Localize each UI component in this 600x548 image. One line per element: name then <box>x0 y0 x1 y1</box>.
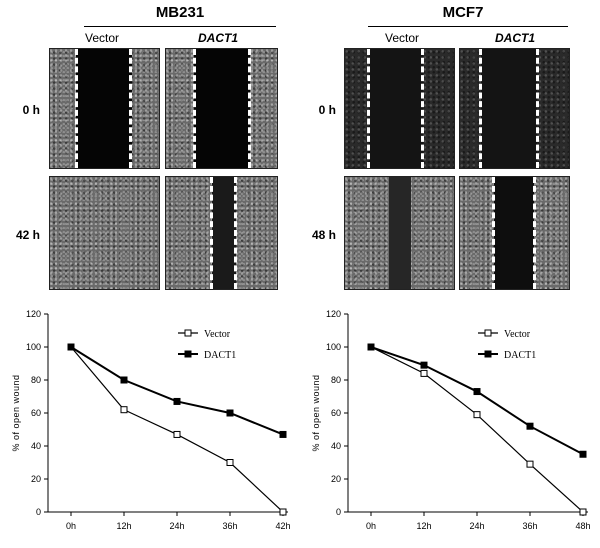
y-tick-label: 60 <box>331 408 341 418</box>
line-chart-mb231: 0 20 40 60 80 100 120 0h 12h 24h 36h 42h % of open w… <box>11 309 291 531</box>
micrograph-mcf7-dact1-48h <box>459 176 570 290</box>
x-tick-label: 48h <box>575 521 590 531</box>
micrograph-mcf7-vector-0h <box>344 48 455 169</box>
timepoint-label-late-mcf7: 48 h <box>311 228 336 242</box>
panel-title-mcf7: MCF7 <box>442 4 484 21</box>
micrograph-mb231-dact1-0h <box>165 48 278 169</box>
timepoint-label-0h-mb231: 0 h <box>22 103 40 117</box>
data-point-vector <box>526 460 534 468</box>
y-tick-label: 60 <box>31 408 41 418</box>
data-point-vector <box>473 411 481 419</box>
data-point-dact1 <box>226 409 234 417</box>
data-point-dact1 <box>526 422 534 430</box>
data-point-dact1 <box>473 388 481 396</box>
timepoint-label-late-mb231: 42 h <box>15 228 40 242</box>
data-point-dact1 <box>173 397 181 405</box>
panel-title-mb231: MB231 <box>155 4 205 21</box>
data-point-vector <box>579 508 587 516</box>
x-tick-label: 24h <box>469 521 484 531</box>
y-tick-label: 40 <box>331 441 341 451</box>
y-tick-label: 0 <box>336 507 341 517</box>
y-tick-label: 20 <box>31 474 41 484</box>
data-point-dact1 <box>367 343 375 351</box>
x-tick-label: 24h <box>169 521 184 531</box>
x-tick-label: 0h <box>66 521 76 531</box>
micrograph-mcf7-dact1-0h <box>459 48 570 169</box>
y-tick-label: 80 <box>331 375 341 385</box>
title-rule-mcf7 <box>368 26 568 27</box>
series-line-vector <box>70 346 284 513</box>
y-tick-label: 20 <box>331 474 341 484</box>
y-tick-label: 100 <box>326 342 341 352</box>
data-point-dact1 <box>120 376 128 384</box>
micrograph-mb231-vector-0h <box>49 48 160 169</box>
y-axis-label: % of open wound <box>11 374 21 451</box>
data-point-vector <box>279 508 287 516</box>
legend-marker <box>184 329 192 337</box>
y-tick-label: 100 <box>26 342 41 352</box>
legend-marker <box>484 329 492 337</box>
legend-label-vector: Vector <box>204 329 231 340</box>
legend-label-vector: Vector <box>504 329 531 340</box>
micrograph-mb231-vector-42h <box>49 176 160 290</box>
condition-label-dact1-mcf7: DACT1 <box>494 31 535 45</box>
legend-label-dact1: DACT1 <box>204 350 236 361</box>
x-tick-label: 36h <box>522 521 537 531</box>
y-tick-label: 0 <box>36 507 41 517</box>
x-tick-label: 36h <box>222 521 237 531</box>
condition-label-dact1-mb231: DACT1 <box>197 31 238 45</box>
legend-marker <box>484 350 492 358</box>
data-point-vector <box>173 430 181 438</box>
series-line-dact1 <box>70 346 284 436</box>
y-tick-label: 120 <box>326 309 341 319</box>
timepoint-label-0h-mcf7: 0 h <box>318 103 336 117</box>
x-tick-label: 42h <box>275 521 290 531</box>
data-point-vector <box>120 406 128 414</box>
x-tick-label: 12h <box>116 521 131 531</box>
line-chart-mcf7: 0 20 40 60 80 100 120 0h 12h 24h 36h 48h % of open w… <box>311 309 591 531</box>
y-tick-label: 120 <box>26 309 41 319</box>
y-axis-label: % of open wound <box>311 374 321 451</box>
y-tick-label: 40 <box>31 441 41 451</box>
legend-label-dact1: DACT1 <box>504 350 536 361</box>
data-point-dact1 <box>279 430 287 438</box>
series-line-vector <box>370 346 584 513</box>
condition-label-vector-mb231: Vector <box>84 31 120 45</box>
data-point-dact1 <box>67 343 75 351</box>
legend-marker <box>184 350 192 358</box>
x-tick-label: 0h <box>366 521 376 531</box>
y-tick-label: 80 <box>31 375 41 385</box>
condition-label-vector-mcf7: Vector <box>384 31 420 45</box>
data-point-dact1 <box>420 361 428 369</box>
title-rule-mb231 <box>84 26 276 27</box>
micrograph-mcf7-vector-48h <box>344 176 455 290</box>
data-point-vector <box>226 459 234 466</box>
data-point-dact1 <box>579 450 587 458</box>
micrograph-mb231-dact1-42h <box>165 176 278 290</box>
x-tick-label: 12h <box>416 521 431 531</box>
data-point-vector <box>420 369 428 377</box>
